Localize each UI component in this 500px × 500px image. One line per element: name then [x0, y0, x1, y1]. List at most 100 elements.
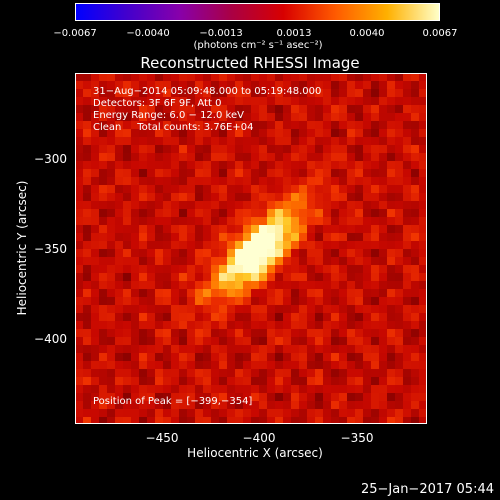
heatmap-cell	[379, 73, 388, 82]
heatmap-cell	[347, 129, 356, 138]
heatmap-cell	[147, 161, 156, 170]
heatmap-cell	[179, 169, 188, 178]
heatmap-cell	[171, 241, 180, 250]
heatmap-cell	[171, 345, 180, 354]
heatmap-cell	[331, 297, 340, 306]
heatmap-cell	[355, 233, 364, 242]
heatmap-cell	[403, 257, 412, 266]
heatmap-cell	[147, 169, 156, 178]
heatmap-cell	[299, 345, 308, 354]
heatmap-cell	[147, 337, 156, 346]
heatmap-cell	[147, 185, 156, 194]
heatmap-cell	[195, 313, 204, 322]
heatmap-cell	[419, 417, 427, 424]
heatmap-cell	[379, 329, 388, 338]
heatmap-cell	[83, 353, 92, 362]
heatmap-cell	[203, 321, 212, 330]
heatmap-cell	[99, 193, 108, 202]
heatmap-cell	[251, 249, 260, 258]
heatmap-cell	[187, 161, 196, 170]
heatmap-cell	[267, 385, 276, 394]
heatmap-cell	[339, 409, 348, 418]
heatmap-cell	[259, 265, 268, 274]
heatmap-cell	[363, 233, 372, 242]
heatmap-cell	[243, 241, 252, 250]
heatmap-cell	[179, 289, 188, 298]
heatmap-cell	[187, 281, 196, 290]
heatmap-cell	[235, 217, 244, 226]
heatmap-cell	[403, 321, 412, 330]
heatmap-cell	[227, 297, 236, 306]
heatmap-cell	[195, 113, 204, 122]
heatmap-cell	[115, 145, 124, 154]
heatmap-cell	[187, 201, 196, 210]
heatmap-cell	[107, 113, 116, 122]
heatmap-cell	[187, 249, 196, 258]
heatmap-cell	[243, 161, 252, 170]
heatmap-cell	[251, 401, 260, 410]
heatmap-cell	[155, 321, 164, 330]
heatmap-cell	[291, 297, 300, 306]
heatmap-cell	[419, 201, 427, 210]
heatmap-cell	[251, 97, 260, 106]
heatmap-cell	[163, 217, 172, 226]
heatmap-cell	[115, 401, 124, 410]
heatmap-cell	[131, 81, 140, 90]
heatmap-cell	[267, 361, 276, 370]
heatmap-cell	[331, 193, 340, 202]
heatmap-cell	[307, 129, 316, 138]
heatmap-cell	[155, 169, 164, 178]
heatmap-cell	[307, 137, 316, 146]
heatmap-cell	[283, 297, 292, 306]
heatmap-cell	[411, 73, 420, 82]
heatmap-cell	[235, 281, 244, 290]
heatmap-cell	[115, 289, 124, 298]
heatmap-cell	[339, 177, 348, 186]
heatmap-cell	[235, 369, 244, 378]
heatmap-cell	[259, 113, 268, 122]
heatmap-cell	[227, 169, 236, 178]
heatmap-cell	[195, 73, 204, 82]
heatmap-cell	[411, 97, 420, 106]
heatmap-cell	[171, 377, 180, 386]
heatmap-cell	[371, 145, 380, 154]
heatmap-cell	[195, 169, 204, 178]
heatmap-cell	[91, 105, 100, 114]
heatmap-cell	[395, 385, 404, 394]
heatmap-cell	[275, 89, 284, 98]
heatmap-cell	[195, 129, 204, 138]
heatmap-cell	[371, 345, 380, 354]
heatmap-cell	[307, 145, 316, 154]
heatmap-cell	[363, 305, 372, 314]
heatmap-cell	[203, 225, 212, 234]
heatmap-cell	[347, 161, 356, 170]
heatmap-cell	[155, 225, 164, 234]
heatmap-cell	[395, 401, 404, 410]
heatmap-cell	[387, 409, 396, 418]
heatmap-cell	[179, 241, 188, 250]
heatmap-cell	[91, 185, 100, 194]
heatmap-cell	[163, 393, 172, 402]
heatmap-cell	[419, 409, 427, 418]
heatmap-cell	[115, 393, 124, 402]
heatmap-cell	[275, 193, 284, 202]
heatmap-cell	[91, 233, 100, 242]
heatmap-cell	[243, 369, 252, 378]
heatmap-cell	[363, 81, 372, 90]
colorbar-tick-label: −0.0067	[53, 28, 97, 39]
heatmap-cell	[179, 305, 188, 314]
heatmap-cell	[235, 353, 244, 362]
heatmap-cell	[403, 97, 412, 106]
heatmap-cell	[163, 305, 172, 314]
heatmap-cell	[307, 361, 316, 370]
heatmap-cell	[307, 193, 316, 202]
heatmap-cell	[371, 257, 380, 266]
heatmap-cell	[291, 81, 300, 90]
heatmap-cell	[283, 289, 292, 298]
heatmap-cell	[123, 337, 132, 346]
heatmap-cell	[387, 241, 396, 250]
heatmap-cell	[227, 305, 236, 314]
heatmap-cell	[219, 193, 228, 202]
heatmap-cell	[187, 369, 196, 378]
heatmap-cell	[339, 305, 348, 314]
